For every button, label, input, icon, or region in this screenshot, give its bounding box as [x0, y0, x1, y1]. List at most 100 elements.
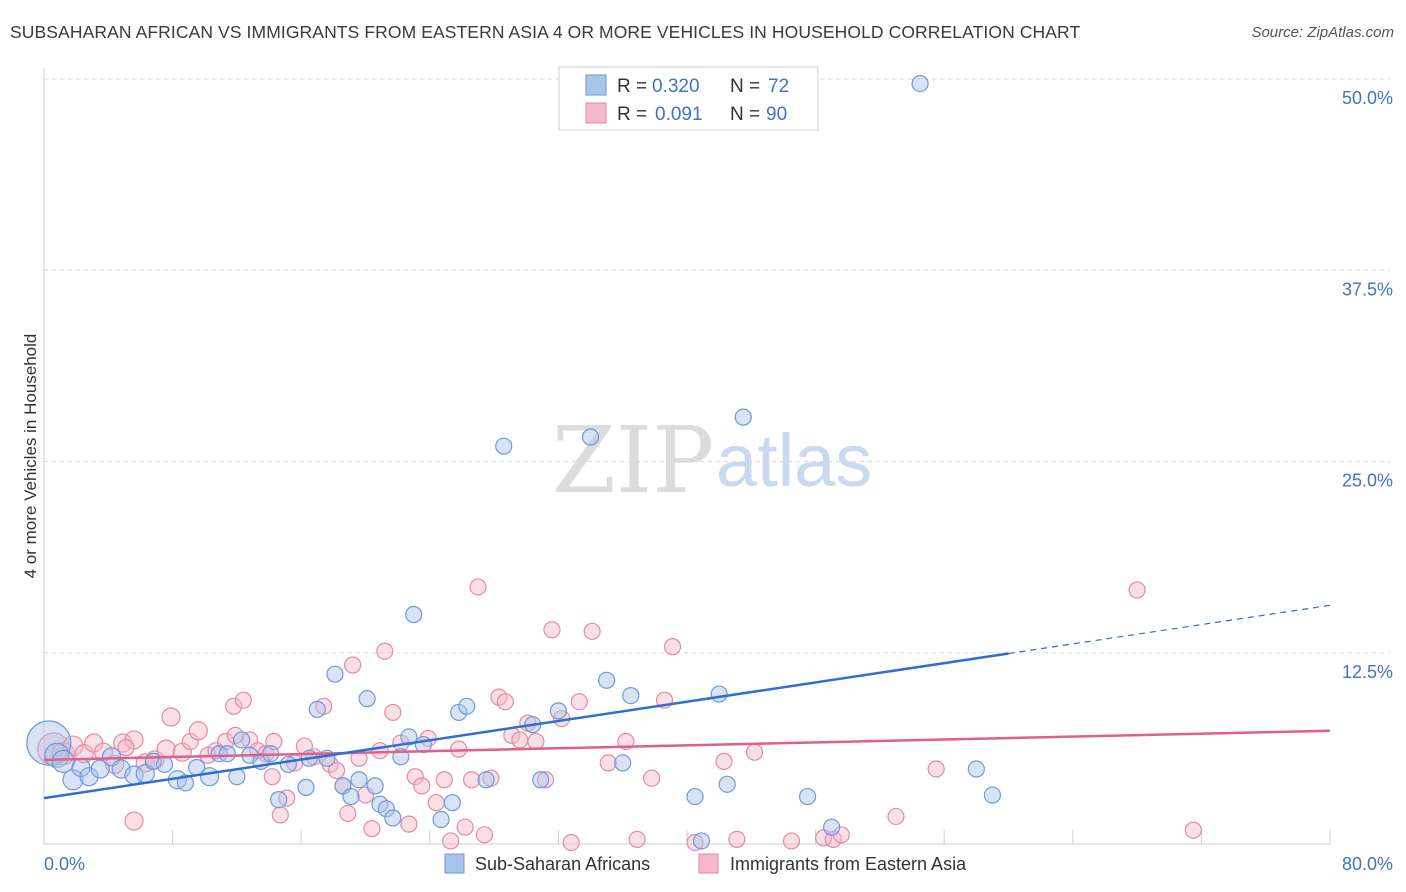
pink-point	[562, 833, 580, 852]
legend-n-label-blue: N =	[730, 76, 760, 97]
blue-point	[911, 74, 929, 93]
blue-point	[432, 810, 450, 829]
blue-point	[342, 787, 360, 806]
blue-point	[326, 665, 344, 683]
legend-n-value-blue: 72	[768, 76, 789, 97]
pink-point	[887, 807, 905, 826]
y-tick-label: 50.0%	[1342, 88, 1393, 108]
blue-point	[155, 755, 174, 774]
pink-point	[156, 739, 176, 759]
pink-point	[1184, 821, 1202, 839]
legend-r-label-blue: R =	[617, 76, 647, 97]
pink-point	[225, 697, 243, 715]
pink-point	[583, 622, 601, 640]
pink-point	[543, 621, 561, 639]
pink-point	[124, 811, 144, 831]
blue-point	[495, 437, 513, 455]
blue-point	[62, 769, 84, 791]
chart-title: SUBSAHARAN AFRICAN VS IMMIGRANTS FROM EA…	[10, 22, 1081, 42]
pink-point	[599, 754, 617, 772]
pink-point	[234, 691, 252, 709]
pink-point	[927, 760, 945, 778]
y-axis-label: 4 or more Vehicles in Household	[21, 334, 40, 579]
watermark-zip: ZIP	[552, 407, 714, 514]
blue-point	[400, 728, 418, 746]
pink-point	[456, 818, 474, 836]
legend-n-value-pink: 90	[766, 104, 787, 125]
blue-point	[279, 755, 297, 774]
blue-point	[614, 754, 632, 772]
pink-point	[413, 777, 431, 795]
pink-point	[344, 656, 362, 674]
blue-point	[308, 700, 326, 718]
blue-point	[350, 771, 368, 789]
legend-swatch-pink	[585, 102, 607, 124]
blue-point	[90, 759, 110, 779]
pink-point	[363, 820, 381, 838]
bottom-legend: Sub-Saharan Africans Immigrants from Eas…	[444, 853, 967, 874]
pink-point	[728, 830, 746, 849]
pink-point	[188, 721, 208, 741]
pink-point	[427, 794, 445, 812]
pink-point	[715, 752, 733, 770]
blue-point	[26, 720, 72, 766]
watermark: ZIP atlas	[552, 407, 872, 514]
blue-point	[176, 774, 195, 792]
blue-series-points	[26, 74, 1002, 850]
pink-point	[339, 804, 357, 823]
legend-r-label-pink: R =	[617, 104, 647, 125]
blue-point	[581, 428, 600, 446]
pink-point	[527, 732, 545, 751]
pink-point	[745, 743, 764, 761]
blue-point	[477, 771, 495, 789]
blue-point	[549, 702, 568, 720]
blue-point	[233, 731, 251, 749]
source-credit: Source: ZipAtlas.com	[1251, 24, 1394, 41]
pink-point	[376, 642, 394, 660]
blue-trend-line-extension	[1008, 604, 1331, 655]
pink-point	[686, 833, 704, 852]
y-tick-label: 12.5%	[1342, 662, 1393, 682]
legend-n-label-pink: N =	[730, 104, 760, 125]
blue-point	[532, 771, 550, 789]
pink-point	[570, 693, 588, 711]
blue-point	[199, 767, 220, 787]
pink-point	[117, 739, 135, 757]
pink-point	[469, 578, 487, 596]
blue-point	[622, 686, 640, 705]
blue-point	[823, 818, 841, 836]
y-tick-label: 37.5%	[1342, 279, 1393, 299]
bottom-legend-label-pink: Immigrants from Eastern Asia	[730, 854, 967, 874]
pink-point	[462, 771, 481, 789]
pink-point	[400, 815, 418, 833]
pink-point	[327, 761, 346, 780]
watermark-atlas: atlas	[716, 419, 872, 502]
blue-point	[405, 605, 423, 624]
pink-point	[628, 830, 646, 849]
bottom-legend-swatch-blue	[444, 853, 465, 874]
blue-point	[734, 408, 752, 426]
blue-point	[358, 690, 376, 708]
pink-point	[782, 832, 801, 850]
blue-point	[686, 787, 704, 806]
blue-point	[598, 671, 616, 689]
legend-r-value-pink: 0.091	[655, 104, 703, 125]
pink-point	[1128, 581, 1146, 599]
pink-point	[371, 742, 389, 760]
trend-lines	[43, 604, 1331, 800]
pink-point	[442, 832, 460, 850]
blue-point	[218, 745, 236, 763]
blue-point	[384, 809, 402, 827]
pink-point	[161, 707, 181, 727]
blue-point	[79, 767, 99, 787]
pink-point	[475, 826, 494, 844]
blue-point	[443, 794, 461, 812]
blue-point	[710, 685, 728, 703]
legend: R = 0.320 N = 72 R = 0.091 N = 90	[558, 66, 819, 131]
pink-point	[643, 769, 661, 787]
pink-point	[384, 703, 402, 722]
grid	[44, 78, 1390, 654]
bottom-legend-swatch-pink	[698, 853, 719, 874]
blue-point	[967, 760, 985, 778]
